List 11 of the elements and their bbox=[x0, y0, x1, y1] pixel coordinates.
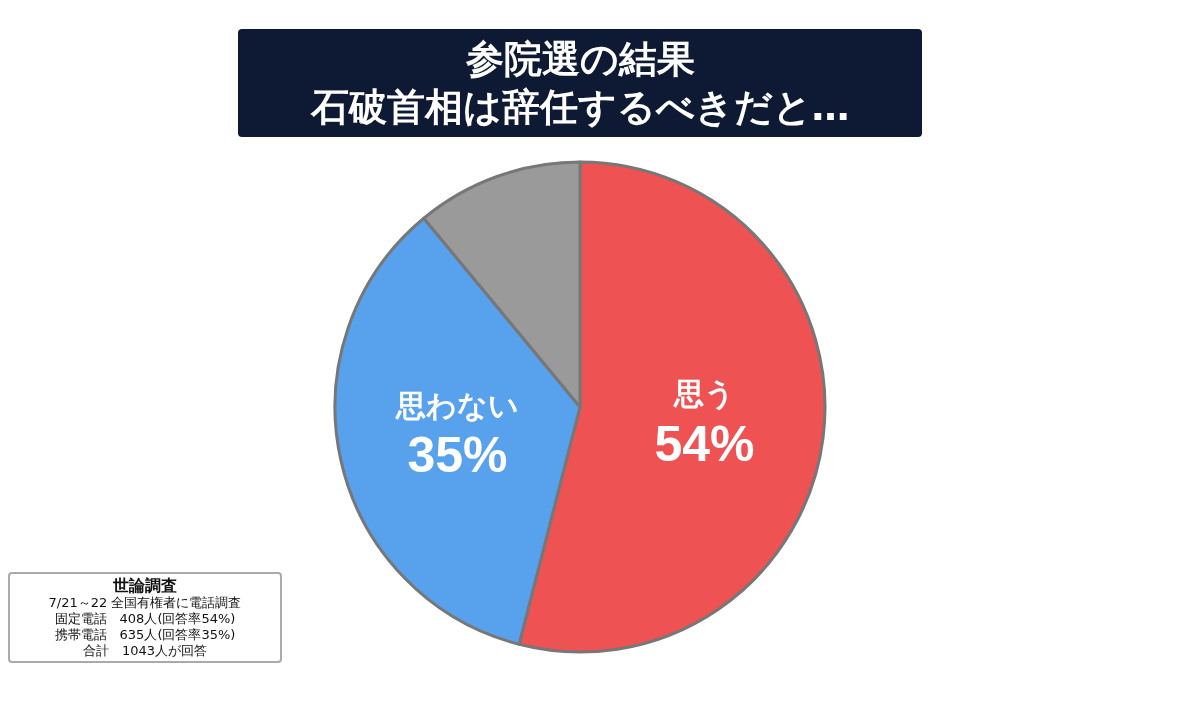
text: 合計 1043人が回答 bbox=[81, 643, 209, 659]
text: 世論調査 bbox=[112, 576, 178, 595]
data-label: 54% bbox=[654, 415, 755, 472]
data-label: 35% bbox=[407, 427, 508, 484]
slice-label: 思う bbox=[673, 377, 736, 412]
text: 固定電話 408人(回答率54%) bbox=[53, 611, 237, 627]
chart-subtitle: 石破首相は辞任するべきだと… bbox=[310, 84, 850, 131]
slice-label: 思わない bbox=[395, 388, 520, 422]
text: 7/21～22 全国有権者に電話調査 bbox=[47, 595, 243, 611]
text: 携帯電話 635人(回答率35%) bbox=[53, 627, 237, 643]
chart-title: 参院選の結果 bbox=[465, 36, 695, 83]
